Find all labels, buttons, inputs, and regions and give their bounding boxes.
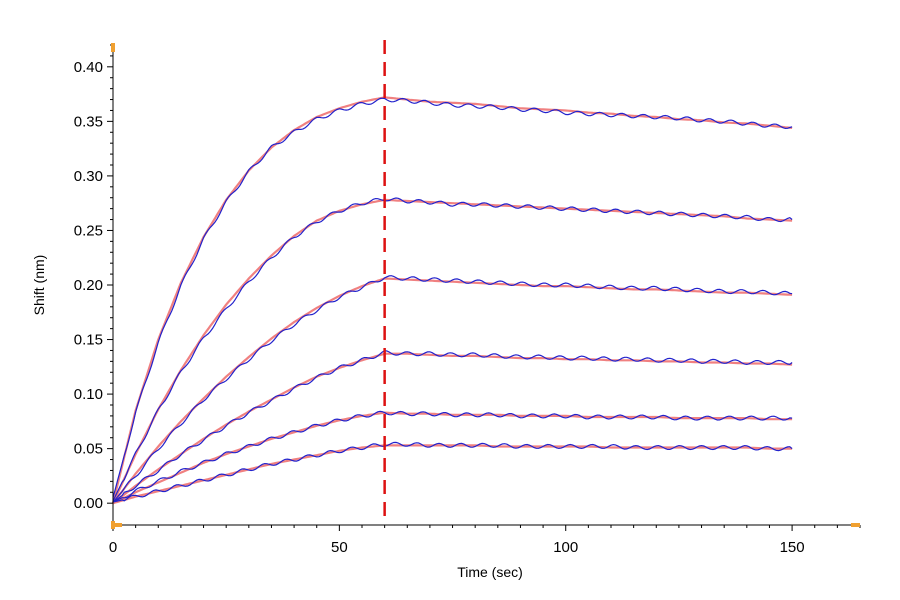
tick-marks [107,44,861,531]
x-tick-label: 50 [331,539,348,556]
fitted-curve [111,96,793,504]
x-axis-title: Time (sec) [457,564,523,580]
fitted-curve [112,444,793,505]
x-axis-right-marker [851,523,860,527]
y-tick-label: 0.40 [74,59,103,76]
x-tick-label: 150 [780,539,805,556]
y-axis-top-marker [111,43,115,52]
measured-curve [112,97,793,498]
y-tick-label: 0.20 [74,277,103,294]
measured-curve [112,275,793,503]
y-tick-label: 0.15 [74,332,103,349]
measured-curve [112,410,793,503]
fitted-curves [111,96,793,505]
y-tick-label: 0.30 [74,168,103,185]
measured-curves [112,97,793,503]
x-tick-label: 100 [553,539,578,556]
y-axis-title: Shift (nm) [31,255,47,316]
fitted-curve [112,411,793,505]
measured-curve [112,441,793,503]
measured-curve [112,350,793,503]
y-tick-label: 0.10 [74,386,103,403]
y-tick-label: 0.05 [74,441,103,458]
measured-curve [112,197,793,502]
x-tick-label: 0 [109,539,117,556]
fitted-curve [112,198,793,504]
fitted-curve [112,352,793,505]
tick-labels: 0.00 0.05 0.10 0.15 0.20 0.25 0.30 0.35 0.40 0 50 1… [74,59,805,556]
y-tick-label: 0.35 [74,113,103,130]
y-tick-label: 0.25 [74,222,103,239]
axis-end-markers [111,43,860,529]
x-axis-left-marker [113,523,122,527]
y-tick-label: 0.00 [74,495,103,512]
fitted-curve [112,277,793,504]
